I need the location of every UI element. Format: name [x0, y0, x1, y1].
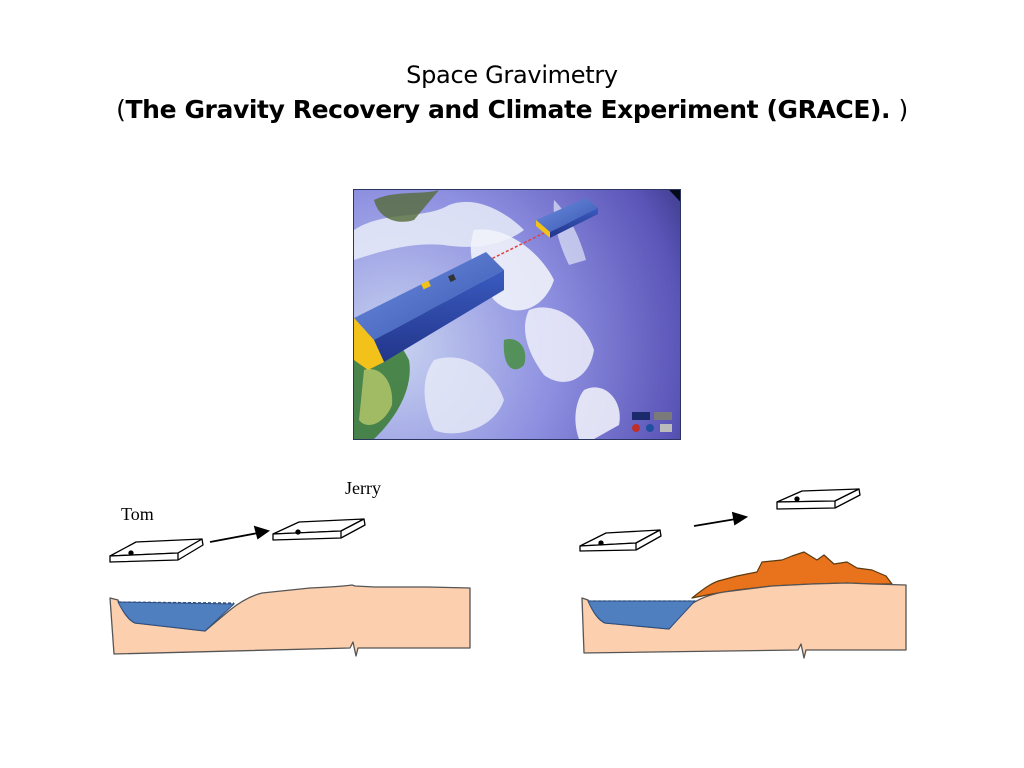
satellite-tom — [109, 538, 204, 563]
satellite-jerry — [272, 518, 366, 541]
tom-jerry-diagram-mass-anomaly — [579, 488, 907, 659]
grace-satellite-near — [354, 252, 504, 370]
ocean — [117, 601, 236, 632]
motion-arrow — [693, 511, 749, 527]
ranging-link — [478, 227, 555, 266]
satellite-jerry — [776, 488, 861, 510]
tom-label: Tom — [121, 504, 154, 524]
title-grace-name: The Gravity Recovery and Climate Experim… — [125, 95, 899, 124]
grace-satellite-far — [536, 198, 598, 238]
sea-surface — [117, 601, 235, 604]
motion-arrow — [209, 525, 271, 543]
agency-logos — [632, 412, 672, 432]
title-close-paren: ) — [898, 95, 908, 124]
title-main: Space Gravimetry — [406, 61, 618, 89]
slide-title: Space Gravimetry (The Gravity Recovery a… — [0, 58, 1024, 128]
tom-jerry-diagram-baseline: Tom Jerry — [109, 478, 471, 657]
grace-satellite-image — [353, 189, 681, 440]
jerry-label: Jerry — [345, 478, 381, 498]
ocean — [587, 600, 697, 630]
title-open-paren: ( — [116, 95, 126, 124]
title-subtitle: (The Gravity Recovery and Climate Experi… — [0, 92, 1024, 128]
satellite-tom — [579, 529, 662, 552]
